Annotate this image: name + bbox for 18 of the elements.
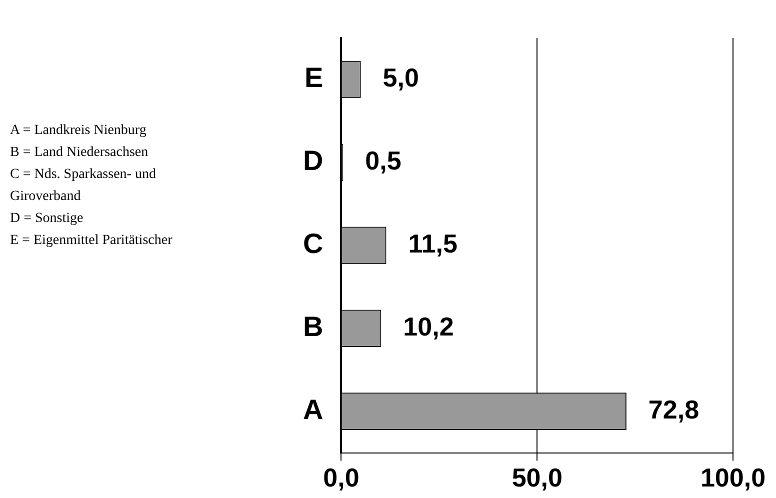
x-tick-label: 100,0	[700, 462, 766, 493]
data-label: 11,5	[408, 228, 458, 259]
text: C = Nds. Sparkassen- und Giroverband	[10, 166, 157, 206]
y-tick-label: B	[302, 311, 324, 342]
text: B = Land Niedersachsen	[10, 144, 150, 162]
x-tick-label: 0,0	[323, 462, 360, 493]
data-label: 10,2	[403, 312, 454, 342]
text: D = Sonstige	[10, 210, 84, 228]
data-label: 5,0	[382, 62, 419, 93]
y-tick-label: A	[302, 394, 324, 426]
y-tick-label: C	[302, 228, 324, 260]
data-label: 0,5	[365, 146, 402, 176]
text: A = Landkreis Nienburg	[10, 122, 148, 140]
y-tick-label: E	[304, 62, 324, 94]
y-tick-label: D	[302, 145, 324, 176]
x-tick-label: 50,0	[512, 462, 562, 493]
text: E = Eigenmittel Paritätischer	[10, 232, 174, 250]
data-label: 72,8	[648, 394, 700, 424]
